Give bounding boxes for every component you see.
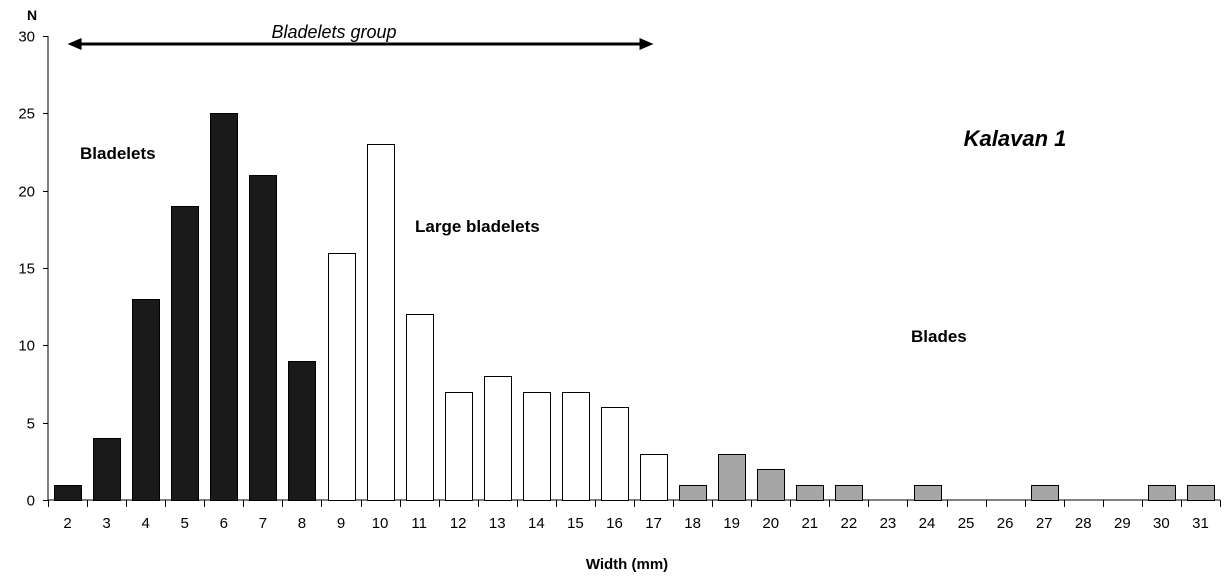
x-tick-label: 23 <box>880 515 897 532</box>
x-tick-label: 16 <box>606 515 623 532</box>
series-label-blades: Blades <box>911 327 967 346</box>
bar <box>914 485 942 501</box>
x-tick-label: 17 <box>645 515 662 532</box>
bar <box>93 438 121 501</box>
x-tick-label: 28 <box>1075 515 1092 532</box>
x-tick-label: 22 <box>841 515 858 532</box>
x-tick-label: 12 <box>450 515 467 532</box>
x-tick-label: 21 <box>801 515 818 532</box>
bar <box>718 454 746 501</box>
bar <box>757 469 785 501</box>
x-tick-label: 20 <box>762 515 779 532</box>
series-label-large-bladelets: Large bladelets <box>415 217 540 236</box>
chart-title: Kalavan 1 <box>964 126 1067 151</box>
x-tick-label: 24 <box>919 515 936 532</box>
bar <box>406 314 434 501</box>
x-tick-label: 27 <box>1036 515 1053 532</box>
x-tick-label: 7 <box>259 515 267 532</box>
y-tick-label: 20 <box>18 184 35 201</box>
y-tick-label: 5 <box>27 416 35 433</box>
bar <box>445 392 473 501</box>
x-tick-label: 4 <box>141 515 149 532</box>
x-tick-label: 26 <box>997 515 1014 532</box>
x-axis-label: Width (mm) <box>586 556 668 573</box>
x-tick-label: 10 <box>372 515 389 532</box>
x-tick-label: 31 <box>1192 515 1209 532</box>
x-tick-label: 9 <box>337 515 345 532</box>
bar <box>640 454 668 501</box>
x-tick-label: 2 <box>63 515 71 532</box>
bar <box>288 361 316 501</box>
group-annotation <box>67 38 654 50</box>
bar <box>1187 485 1215 501</box>
bar <box>132 299 160 501</box>
x-tick-label: 14 <box>528 515 545 532</box>
group-arrow-right-head <box>639 38 654 50</box>
bar <box>210 113 238 501</box>
x-tick-label: 18 <box>684 515 701 532</box>
y-tick-label: 25 <box>18 106 35 123</box>
y-tick-label: 0 <box>27 493 35 510</box>
group-annotation-label: Bladelets group <box>271 22 396 42</box>
bar <box>328 253 356 501</box>
x-tick-label: 6 <box>220 515 228 532</box>
bar <box>601 407 629 501</box>
bar <box>249 175 277 501</box>
bars <box>54 113 1215 501</box>
bar <box>484 376 512 501</box>
bar <box>1031 485 1059 501</box>
bar <box>171 206 199 501</box>
bar <box>679 485 707 501</box>
bar <box>562 392 590 501</box>
x-tick-label: 13 <box>489 515 506 532</box>
x-tick-label: 19 <box>723 515 740 532</box>
x-tick-label: 25 <box>958 515 975 532</box>
labels: N Width (mm) Kalavan 1 Bladelets Large b… <box>27 7 1066 573</box>
bar <box>523 392 551 501</box>
x-tick-label: 15 <box>567 515 584 532</box>
series-label-bladelets: Bladelets <box>80 144 156 163</box>
bar <box>1148 485 1176 501</box>
group-arrow-left-head <box>67 38 82 50</box>
x-tick-label: 30 <box>1153 515 1170 532</box>
x-tick-label: 3 <box>102 515 110 532</box>
bar <box>367 144 395 501</box>
x-tick-label: 11 <box>411 515 427 532</box>
y-axis-label: N <box>27 7 37 23</box>
x-tick-label: 8 <box>298 515 306 532</box>
x-tick-label: 29 <box>1114 515 1131 532</box>
x-tick-label: 5 <box>181 515 189 532</box>
bar <box>835 485 863 501</box>
y-tick-label: 30 <box>18 29 35 46</box>
bar <box>54 485 82 501</box>
bar <box>796 485 824 501</box>
y-tick-label: 10 <box>18 338 35 355</box>
y-tick-label: 15 <box>18 261 35 278</box>
